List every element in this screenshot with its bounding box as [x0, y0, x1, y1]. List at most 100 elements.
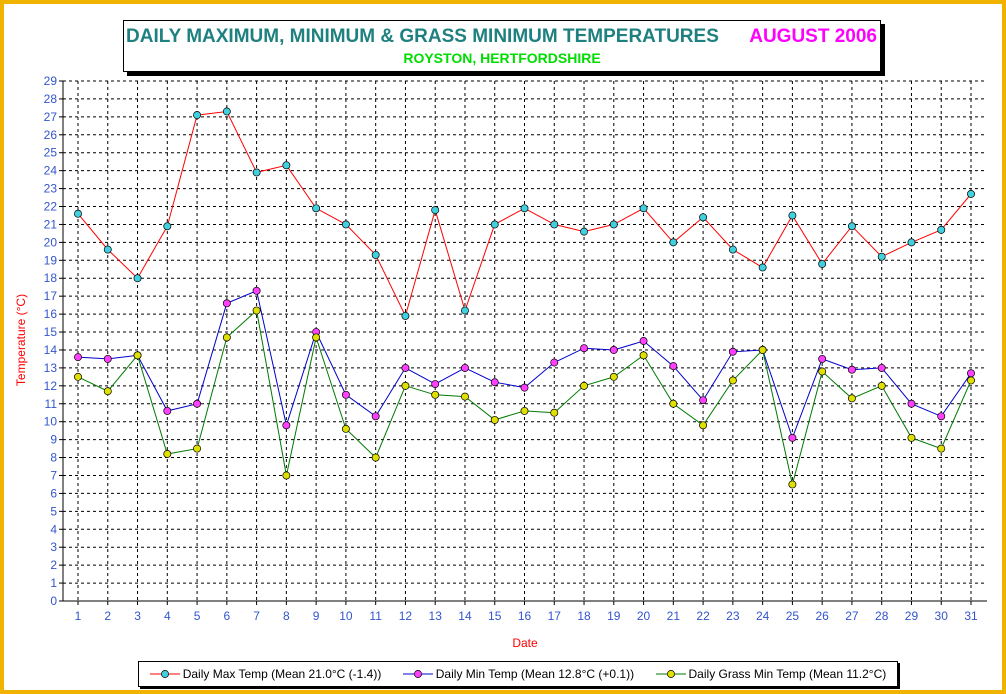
y-tick-label: 20 — [44, 235, 58, 249]
data-point-max — [520, 204, 529, 213]
data-point-min — [163, 406, 172, 415]
data-point-grass-min — [312, 333, 321, 342]
data-point-min — [341, 390, 350, 399]
data-point-min — [937, 412, 946, 421]
x-tick-label: 16 — [518, 609, 532, 623]
data-point-grass-min — [252, 306, 261, 315]
data-point-min — [847, 365, 856, 374]
data-point-min — [967, 369, 975, 378]
y-tick-label: 2 — [50, 558, 57, 572]
data-point-max — [222, 107, 231, 116]
x-tick-label: 20 — [637, 609, 651, 623]
y-tick-label: 27 — [44, 110, 58, 124]
data-point-grass-min — [728, 376, 737, 385]
y-tick-label: 1 — [50, 576, 57, 590]
data-point-grass-min — [193, 444, 202, 453]
legend: Daily Max Temp (Mean 21.0°C (-1.4)) Dail… — [138, 661, 898, 687]
y-tick-label: 12 — [44, 379, 58, 393]
data-point-min — [103, 354, 112, 363]
data-point-grass-min — [788, 480, 797, 489]
data-point-min — [818, 354, 827, 363]
data-point-grass-min — [639, 351, 648, 360]
data-point-grass-min — [669, 399, 678, 408]
data-point-min — [490, 378, 499, 387]
data-point-grass-min — [133, 351, 142, 360]
data-point-max — [282, 161, 291, 170]
y-tick-label: 10 — [44, 415, 58, 429]
x-tick-label: 21 — [667, 609, 681, 623]
x-tick-label: 15 — [488, 609, 502, 623]
x-tick-label: 23 — [726, 609, 740, 623]
x-tick-label: 14 — [458, 609, 472, 623]
y-tick-label: 9 — [50, 433, 57, 447]
data-point-max — [937, 225, 946, 234]
data-point-min — [580, 344, 588, 353]
x-tick-label: 29 — [905, 609, 919, 623]
x-tick-label: 17 — [548, 609, 562, 623]
data-point-max — [669, 238, 678, 247]
chart-title-box: DAILY MAXIMUM, MINIMUM & GRASS MINIMUM T… — [123, 20, 881, 72]
chart-period: AUGUST 2006 — [749, 26, 877, 47]
x-tick-label: 27 — [845, 609, 859, 623]
data-point-grass-min — [341, 424, 350, 433]
x-tick-label: 30 — [935, 609, 949, 623]
y-tick-label: 26 — [44, 128, 58, 142]
data-point-min — [788, 433, 797, 442]
data-point-min — [639, 337, 648, 345]
x-tick-label: 31 — [964, 609, 978, 623]
data-point-max — [699, 213, 708, 222]
legend-swatch-min — [402, 670, 433, 678]
data-point-max — [401, 311, 410, 320]
data-point-max — [490, 220, 499, 229]
data-point-grass-min — [580, 381, 588, 390]
data-point-min — [550, 358, 559, 367]
data-point-grass-min — [550, 408, 559, 417]
y-tick-label: 6 — [50, 486, 57, 500]
data-point-grass-min — [74, 372, 82, 381]
data-point-grass-min — [609, 372, 618, 381]
y-tick-label: 16 — [44, 307, 58, 321]
data-point-min — [461, 363, 469, 372]
data-point-max — [877, 252, 886, 261]
data-point-max — [788, 211, 797, 220]
data-point-max — [312, 204, 321, 213]
y-tick-label: 3 — [50, 540, 57, 554]
chart-subtitle: ROYSTON, HERTFORDSHIRE — [403, 50, 601, 66]
data-point-max — [907, 238, 916, 247]
y-tick-label: 28 — [44, 92, 58, 106]
data-point-grass-min — [847, 394, 856, 403]
axes: 0123456789101112131415161718192021222324… — [44, 74, 987, 623]
legend-swatch-grass-min — [655, 670, 686, 678]
y-tick-label: 23 — [44, 182, 58, 196]
y-tick-label: 18 — [44, 271, 58, 285]
data-point-max — [341, 220, 350, 229]
data-point-min — [520, 383, 529, 392]
data-point-max — [639, 204, 648, 213]
x-tick-label: 6 — [223, 609, 230, 623]
x-tick-label: 22 — [696, 609, 710, 623]
x-tick-label: 13 — [429, 609, 443, 623]
data-point-max — [133, 274, 142, 283]
y-tick-label: 29 — [44, 74, 58, 88]
data-point-min — [371, 412, 380, 421]
legend-item-min: Daily Min Temp (Mean 12.8°C (+0.1)) — [402, 667, 634, 681]
data-point-grass-min — [461, 392, 469, 401]
legend-item-grass-min: Daily Grass Min Temp (Mean 11.2°C) — [655, 667, 886, 681]
data-point-max — [163, 222, 172, 231]
y-tick-label: 17 — [44, 289, 58, 303]
data-point-grass-min — [490, 415, 499, 424]
data-point-max — [371, 250, 380, 259]
data-point-grass-min — [818, 367, 827, 376]
x-tick-label: 4 — [164, 609, 171, 623]
data-point-min — [252, 286, 261, 295]
data-point-grass-min — [282, 471, 291, 480]
data-point-min — [74, 353, 82, 362]
x-tick-label: 10 — [339, 609, 353, 623]
data-point-min — [907, 399, 916, 408]
data-point-min — [222, 299, 231, 308]
data-point-min — [699, 396, 708, 405]
data-point-grass-min — [699, 421, 708, 430]
x-tick-label: 18 — [577, 609, 591, 623]
data-point-grass-min — [103, 387, 112, 396]
y-tick-label: 8 — [50, 451, 57, 465]
